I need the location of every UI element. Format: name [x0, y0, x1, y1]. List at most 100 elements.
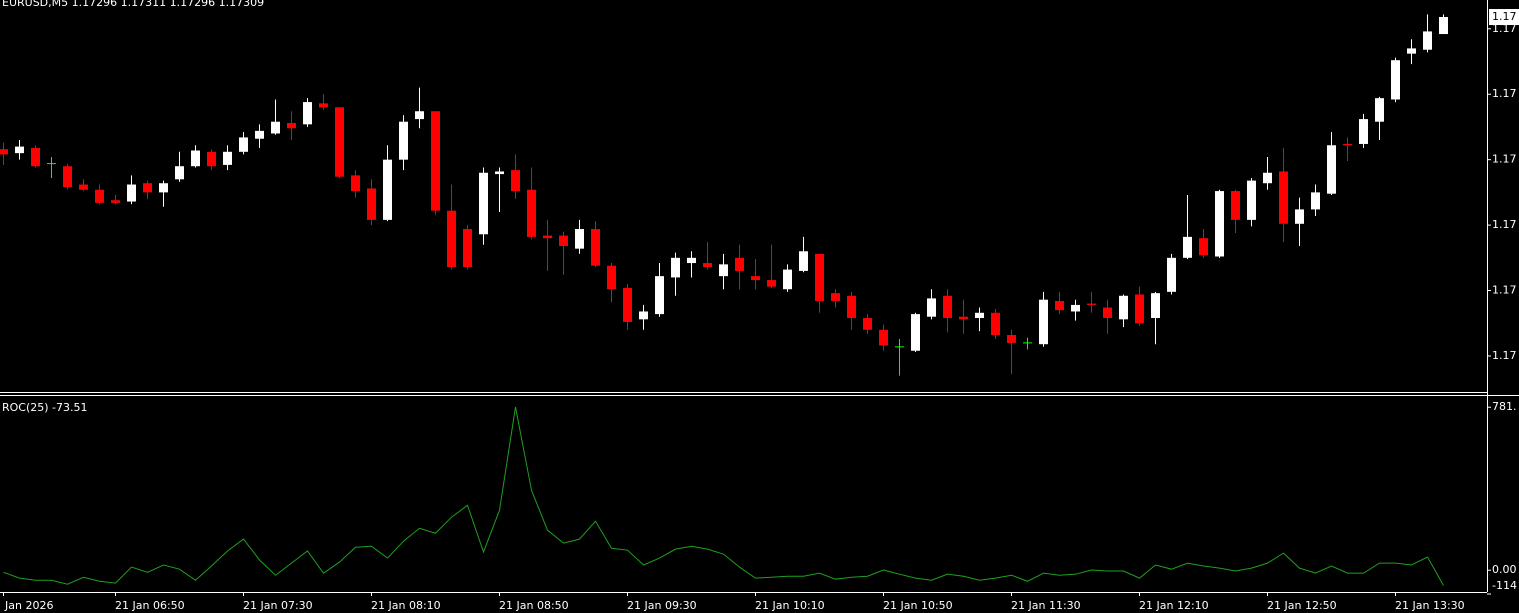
candle-body [1183, 236, 1192, 258]
candle-body [1439, 17, 1448, 35]
candle-body [207, 151, 216, 167]
candle-body [959, 316, 968, 320]
candle-body [1359, 119, 1368, 144]
candle-body [1199, 238, 1208, 256]
candle-body [1423, 31, 1432, 50]
candle-body [383, 159, 392, 220]
candle-body [1263, 172, 1272, 184]
candle-body [1039, 299, 1048, 345]
candle-body [463, 229, 472, 267]
candle-body [527, 189, 536, 237]
candle-body [863, 318, 872, 330]
candle-body [1151, 293, 1160, 319]
candle-body [991, 312, 1000, 336]
candle-body [703, 263, 712, 267]
candle-body [1103, 307, 1112, 319]
x-tick-label: 21 Jan 07:30 [243, 599, 313, 612]
candle-body [31, 147, 40, 167]
candle-body [111, 200, 120, 203]
candle-body [367, 188, 376, 220]
roc-panel [3, 406, 1444, 586]
x-tick-label: 21 Jan 09:30 [627, 599, 697, 612]
candle-body [1279, 171, 1288, 224]
candle-body [799, 251, 808, 271]
candle-body [255, 130, 264, 139]
x-tick-label: 21 Jan 10:10 [755, 599, 825, 612]
candle-body [1391, 60, 1400, 100]
candle-body [655, 276, 664, 315]
candle-body [239, 137, 248, 152]
x-tick-label: Jan 2026 [4, 599, 53, 612]
candle-body [159, 183, 168, 193]
candle-body [1407, 48, 1416, 54]
candle-body [975, 312, 984, 319]
y-tick-label: 1.17 [1492, 87, 1517, 100]
candle-body [911, 314, 920, 351]
candle-body [447, 210, 456, 267]
candle-body [1375, 98, 1384, 122]
candles [0, 14, 1448, 376]
y-tick-label: 781. [1492, 400, 1517, 413]
candle-body [1167, 257, 1176, 292]
candle-body [415, 111, 424, 120]
candle-body [127, 184, 136, 202]
candle-body [1055, 301, 1064, 311]
y-tick-label: 0.00 [1492, 563, 1517, 576]
candle-body [143, 183, 152, 193]
candle-body [223, 151, 232, 165]
candle-body [719, 264, 728, 277]
y-tick-label: 1.17 [1492, 284, 1517, 297]
candle-body [95, 189, 104, 203]
candle-body [1295, 209, 1304, 224]
candle-body [479, 172, 488, 235]
y-tick-label: 1.17 [1492, 22, 1517, 35]
candle-body [287, 123, 296, 129]
candle-body [847, 295, 856, 319]
x-tick-label: 21 Jan 12:50 [1267, 599, 1337, 612]
candle-body [591, 229, 600, 266]
candle-body [351, 175, 360, 192]
candle-body [271, 121, 280, 134]
candle-body [1087, 303, 1096, 305]
candle-body [495, 171, 504, 175]
candle-body [1215, 191, 1224, 257]
x-tick-label: 21 Jan 11:30 [1011, 599, 1081, 612]
candle-body [1311, 192, 1320, 210]
x-tick-label: 21 Jan 08:50 [499, 599, 569, 612]
x-tick-label: 21 Jan 13:30 [1395, 599, 1465, 612]
candle-body [831, 293, 840, 302]
x-tick-label: 21 Jan 10:50 [883, 599, 953, 612]
candle-body [1247, 180, 1256, 220]
chart-title: EURUSD,M5 1.17296 1.17311 1.17296 1.1730… [2, 0, 264, 9]
candle-body [335, 107, 344, 177]
indicator-title: ROC(25) -73.51 [2, 401, 88, 414]
candle-body [639, 311, 648, 320]
candle-body [0, 149, 8, 155]
candle-body [767, 280, 776, 287]
candle-body [1071, 304, 1080, 312]
y-tick-label: 1.17 [1492, 218, 1517, 231]
candle-body [1135, 294, 1144, 324]
candle-body [751, 276, 760, 281]
candle-body [543, 235, 552, 239]
candle-body [575, 229, 584, 249]
candle-body [559, 235, 568, 247]
candle-body [303, 102, 312, 125]
candle-body [319, 103, 328, 108]
current-price-label: 1.17 [1492, 10, 1517, 23]
candle-body [191, 150, 200, 167]
candle-body [1007, 335, 1016, 343]
y-tick-label: -114 [1492, 579, 1517, 592]
candle-body [1327, 145, 1336, 194]
candle-body [431, 111, 440, 211]
candle-body [15, 146, 24, 154]
y-tick-label: 1.17 [1492, 153, 1517, 166]
candle-body [1231, 191, 1240, 220]
candle-body [511, 170, 520, 192]
x-tick-label: 21 Jan 06:50 [115, 599, 185, 612]
x-tick-label: 21 Jan 12:10 [1139, 599, 1209, 612]
candle-body [783, 269, 792, 290]
candle-body [623, 287, 632, 322]
candle-body [735, 257, 744, 271]
